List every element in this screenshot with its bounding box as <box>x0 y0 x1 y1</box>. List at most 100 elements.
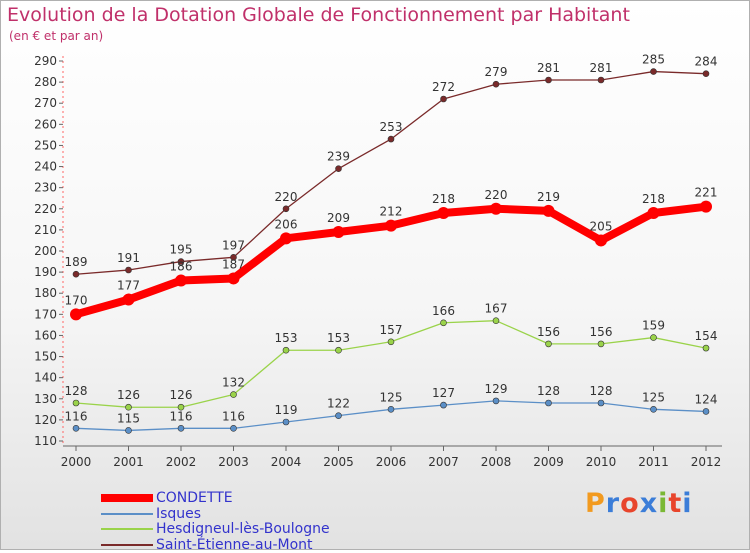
data-label: 122 <box>327 397 350 411</box>
x-tick-label: 2003 <box>218 455 249 469</box>
x-tick-label: 2006 <box>376 455 407 469</box>
data-point <box>492 80 500 88</box>
data-point <box>492 317 500 324</box>
data-point <box>647 207 660 219</box>
data-label: 279 <box>485 65 508 79</box>
y-tick-label: 220 <box>34 202 57 216</box>
chart-title: Evolution de la Dotation Globale de Fonc… <box>7 4 630 26</box>
x-tick-label: 2004 <box>271 455 302 469</box>
data-point <box>702 70 710 77</box>
data-point <box>545 399 552 407</box>
data-label: 284 <box>695 55 718 69</box>
legend-swatch <box>101 544 153 546</box>
data-point <box>227 272 240 285</box>
logo-letter: o <box>620 488 640 519</box>
data-label: 219 <box>537 190 560 204</box>
data-point <box>282 418 290 426</box>
data-label: 153 <box>275 331 298 345</box>
data-label: 116 <box>65 409 88 423</box>
legend-swatch <box>101 494 153 502</box>
data-point <box>175 274 187 287</box>
data-point <box>177 258 185 265</box>
y-tick-label: 110 <box>34 434 57 448</box>
x-tick-label: 2011 <box>638 455 669 469</box>
data-label: 167 <box>485 302 508 316</box>
data-label: 128 <box>65 384 88 398</box>
data-point <box>177 403 185 411</box>
data-point <box>177 425 185 432</box>
data-point <box>385 219 397 232</box>
data-label: 124 <box>695 392 718 406</box>
y-tick-label: 270 <box>34 96 57 110</box>
y-tick-label: 210 <box>34 223 57 237</box>
y-tick-label: 160 <box>34 328 57 342</box>
legend-label: Isques <box>156 506 202 522</box>
data-point <box>700 200 712 213</box>
data-point <box>72 399 80 407</box>
data-point <box>702 344 710 352</box>
chart-subtitle: (en € et par an) <box>9 29 104 43</box>
data-label: 132 <box>222 376 245 390</box>
y-tick-label: 180 <box>34 286 57 300</box>
y-tick-label: 170 <box>34 307 57 321</box>
x-tick-label: 2008 <box>481 455 512 469</box>
data-label: 212 <box>380 205 403 219</box>
logo-letter: t <box>668 488 683 519</box>
legend-swatch <box>101 528 153 530</box>
data-point <box>650 334 657 341</box>
data-label: 285 <box>642 53 665 67</box>
data-label: 218 <box>642 192 665 206</box>
data-label: 166 <box>432 304 455 318</box>
y-tick-label: 290 <box>34 54 57 68</box>
data-point <box>595 234 607 247</box>
x-tick-label: 2000 <box>61 455 92 469</box>
data-label: 220 <box>485 188 508 202</box>
y-tick-label: 280 <box>34 75 57 89</box>
data-label: 187 <box>222 257 245 271</box>
data-label: 125 <box>642 390 665 404</box>
data-point <box>387 338 395 346</box>
y-tick-label: 150 <box>34 350 57 364</box>
data-point <box>282 346 290 354</box>
data-point <box>440 319 447 327</box>
data-point <box>545 340 552 348</box>
data-point <box>650 68 657 75</box>
data-label: 115 <box>117 411 140 425</box>
data-label: 205 <box>590 219 613 233</box>
data-point <box>230 425 237 432</box>
data-label: 195 <box>170 243 193 257</box>
data-label: 153 <box>327 331 350 345</box>
legend-label: Saint-Étienne-au-Mont <box>156 537 313 553</box>
data-label: 272 <box>432 80 455 94</box>
y-tick-label: 230 <box>34 181 57 195</box>
data-point <box>335 346 342 354</box>
data-point <box>387 135 395 143</box>
data-point <box>440 95 447 103</box>
data-point <box>545 76 552 84</box>
data-point <box>335 165 342 172</box>
x-tick-label: 2012 <box>691 455 722 469</box>
y-tick-label: 200 <box>34 244 57 258</box>
data-label: 191 <box>117 251 140 265</box>
data-point <box>597 340 605 348</box>
data-label: 177 <box>117 279 140 293</box>
data-point <box>597 76 605 84</box>
x-tick-label: 2001 <box>113 455 144 469</box>
data-point <box>490 202 502 215</box>
proxiti-logo: Proxiti <box>585 488 693 519</box>
data-label: 116 <box>222 409 245 423</box>
data-label: 156 <box>590 325 613 339</box>
data-point <box>72 425 80 432</box>
data-label: 119 <box>275 403 298 417</box>
data-label: 239 <box>327 150 350 164</box>
data-label: 128 <box>537 384 560 398</box>
y-tick-label: 260 <box>34 117 57 131</box>
x-tick-label: 2010 <box>586 455 617 469</box>
data-label: 157 <box>380 323 403 337</box>
y-tick-label: 130 <box>34 392 57 406</box>
data-label: 186 <box>170 260 193 274</box>
x-tick-label: 2002 <box>166 455 197 469</box>
data-point <box>650 406 657 413</box>
data-point <box>542 204 555 217</box>
data-point <box>282 205 290 213</box>
